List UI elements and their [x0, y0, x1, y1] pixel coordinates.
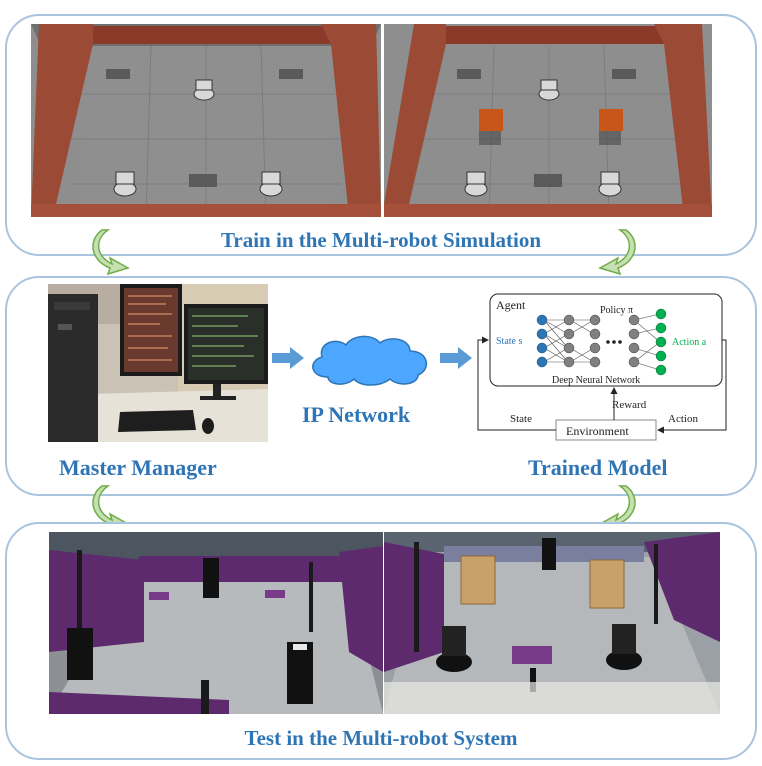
reward-label: Reward	[612, 399, 647, 411]
ip-network-cloud	[312, 335, 428, 386]
trained-model-label: Trained Model	[528, 455, 668, 480]
simulation-image-left	[31, 24, 381, 217]
state-label: State	[510, 413, 532, 425]
policy-label: Policy π	[600, 305, 633, 316]
state-s-label: State s	[496, 336, 522, 347]
real-system-caption: Test in the Multi-robot System	[244, 726, 518, 750]
environment-label: Environment	[566, 424, 629, 438]
flow-arrow-to-network	[272, 347, 304, 369]
master-manager-label: Master Manager	[59, 455, 217, 480]
simulation-image-right	[384, 24, 712, 217]
master-manager-photo	[48, 284, 268, 442]
action-label: Action	[668, 413, 698, 425]
rl-agent-diagram: Agent Policy π State s Action a Deep Neu…	[477, 293, 727, 441]
agent-label: Agent	[496, 298, 526, 312]
ip-network-label: IP Network	[302, 402, 411, 427]
real-arena-photo-left	[49, 532, 383, 714]
transition-arrow-right-1	[598, 229, 636, 276]
dnn-label: Deep Neural Network	[552, 375, 640, 386]
transition-arrow-left-1	[92, 229, 130, 276]
action-a-label: Action a	[672, 337, 707, 348]
real-arena-photo-right	[384, 532, 720, 714]
simulation-caption: Train in the Multi-robot Simulation	[220, 228, 542, 252]
flow-arrow-to-model	[440, 347, 472, 369]
